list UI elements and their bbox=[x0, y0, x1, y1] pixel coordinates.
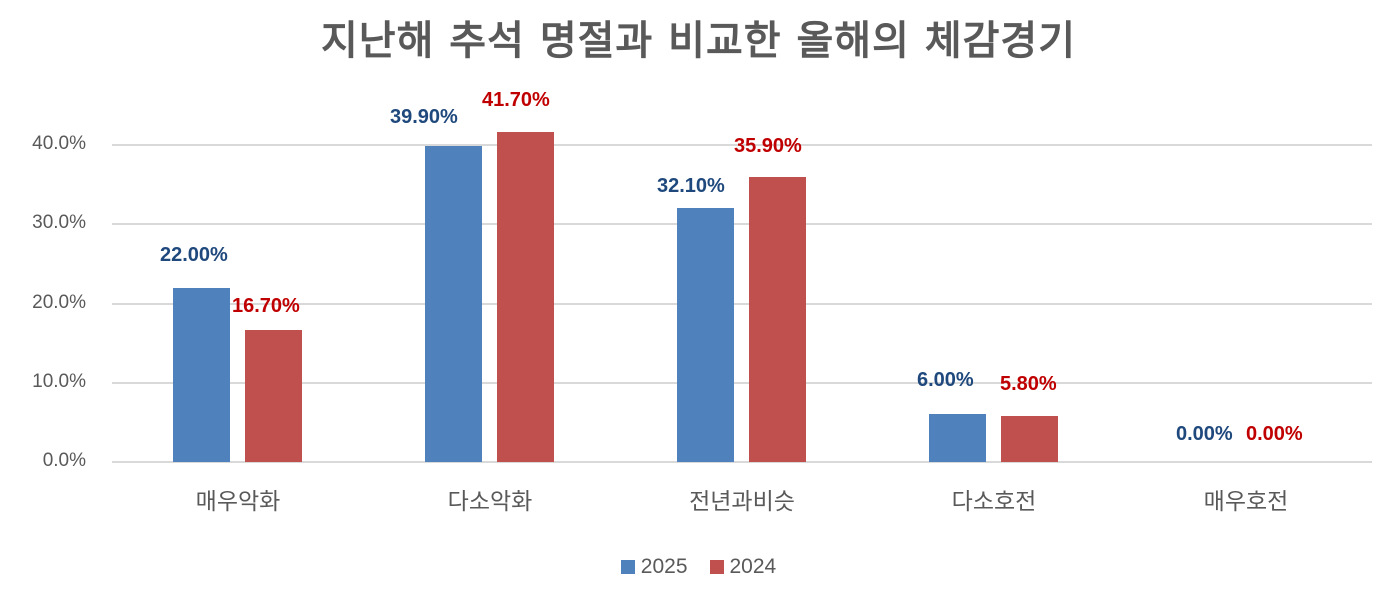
gridline bbox=[112, 302, 1372, 305]
x-axis-category-label: 다소악화 bbox=[447, 489, 533, 515]
legend: 2025 2024 bbox=[0, 555, 1397, 579]
legend-label: 2024 bbox=[729, 555, 777, 578]
bar-2024 bbox=[497, 131, 554, 462]
x-axis-category-label: 전년과비슷 bbox=[689, 489, 795, 515]
data-label-2024: 16.70% bbox=[232, 294, 300, 317]
data-label-2025: 22.00% bbox=[160, 243, 228, 266]
data-label-2025: 6.00% bbox=[917, 369, 974, 392]
y-axis-tick-label: 0.0% bbox=[42, 450, 86, 471]
bar-2024 bbox=[1001, 416, 1058, 462]
legend-item-2024: 2024 bbox=[709, 555, 777, 579]
gridline bbox=[112, 144, 1372, 146]
data-label-2025: 0.00% bbox=[1176, 423, 1233, 445]
legend-swatch-icon bbox=[709, 560, 724, 574]
legend-item-2025: 2025 bbox=[620, 555, 688, 579]
x-axis-category-label: 매우호전 bbox=[1203, 489, 1289, 515]
bar-2024 bbox=[749, 177, 806, 462]
legend-label: 2025 bbox=[640, 555, 688, 578]
bar-2025 bbox=[677, 207, 734, 462]
data-label-2024: 5.80% bbox=[1000, 373, 1057, 396]
data-label-2024: 35.90% bbox=[734, 135, 802, 158]
data-label-2024: 41.70% bbox=[482, 88, 550, 111]
x-axis-category-label: 매우악화 bbox=[195, 489, 281, 515]
y-axis-tick-label: 40.0% bbox=[32, 133, 86, 154]
gridline bbox=[112, 381, 1372, 384]
bar-2025 bbox=[929, 414, 986, 462]
gridline bbox=[112, 461, 1372, 463]
y-axis-tick-label: 30.0% bbox=[32, 212, 86, 234]
chart-title: 지난해 추석 명절과 비교한 올해의 체감경기 bbox=[320, 18, 1077, 64]
gridline bbox=[112, 223, 1372, 226]
data-label-2025: 32.10% bbox=[657, 174, 725, 197]
bar-2025 bbox=[425, 145, 482, 462]
bar-2025 bbox=[173, 287, 230, 462]
y-axis-tick-label: 20.0% bbox=[32, 291, 86, 313]
data-label-2024: 0.00% bbox=[1246, 423, 1303, 445]
legend-swatch-icon bbox=[620, 560, 635, 574]
bar-2024 bbox=[245, 329, 302, 462]
y-axis-tick-label: 10.0% bbox=[32, 370, 86, 392]
x-axis-category-label: 다소호전 bbox=[951, 489, 1037, 515]
data-label-2025: 39.90% bbox=[390, 105, 458, 128]
